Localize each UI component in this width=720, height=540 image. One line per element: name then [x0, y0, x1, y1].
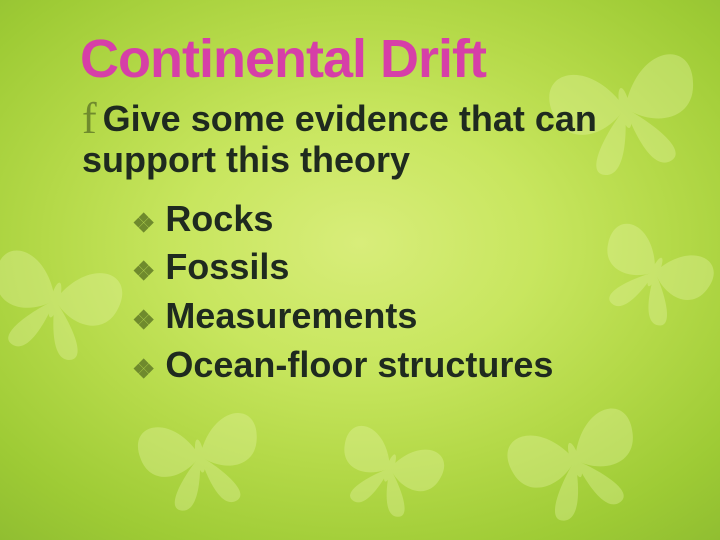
diamond-bullet-icon: ❖	[132, 210, 155, 236]
list-item: ❖ Measurements	[132, 292, 660, 341]
bullet-list: ❖ Rocks ❖ Fossils ❖ Measurements ❖ Ocean-floor …	[80, 195, 660, 389]
list-item-label: Ocean-floor structures	[165, 341, 553, 390]
list-item: ❖ Fossils	[132, 243, 660, 292]
diamond-bullet-icon: ❖	[132, 356, 155, 382]
butterfly-icon	[485, 380, 665, 540]
slide-title: Continental Drift	[80, 28, 660, 90]
butterfly-icon	[317, 402, 463, 533]
slide-subtitle: fGive some evidence that can support thi…	[80, 98, 660, 181]
list-item-label: Measurements	[165, 292, 417, 341]
list-item: ❖ Ocean-floor structures	[132, 341, 660, 390]
diamond-bullet-icon: ❖	[132, 258, 155, 284]
list-item-label: Fossils	[165, 243, 289, 292]
script-bullet-icon: f	[82, 106, 97, 132]
subtitle-text: Give some evidence that can support this…	[82, 98, 597, 180]
diamond-bullet-icon: ❖	[132, 307, 155, 333]
butterfly-icon	[121, 389, 278, 524]
slide-content: Continental Drift fGive some evidence th…	[0, 0, 720, 389]
slide: Continental Drift fGive some evidence th…	[0, 0, 720, 540]
list-item-label: Rocks	[165, 195, 273, 244]
list-item: ❖ Rocks	[132, 195, 660, 244]
